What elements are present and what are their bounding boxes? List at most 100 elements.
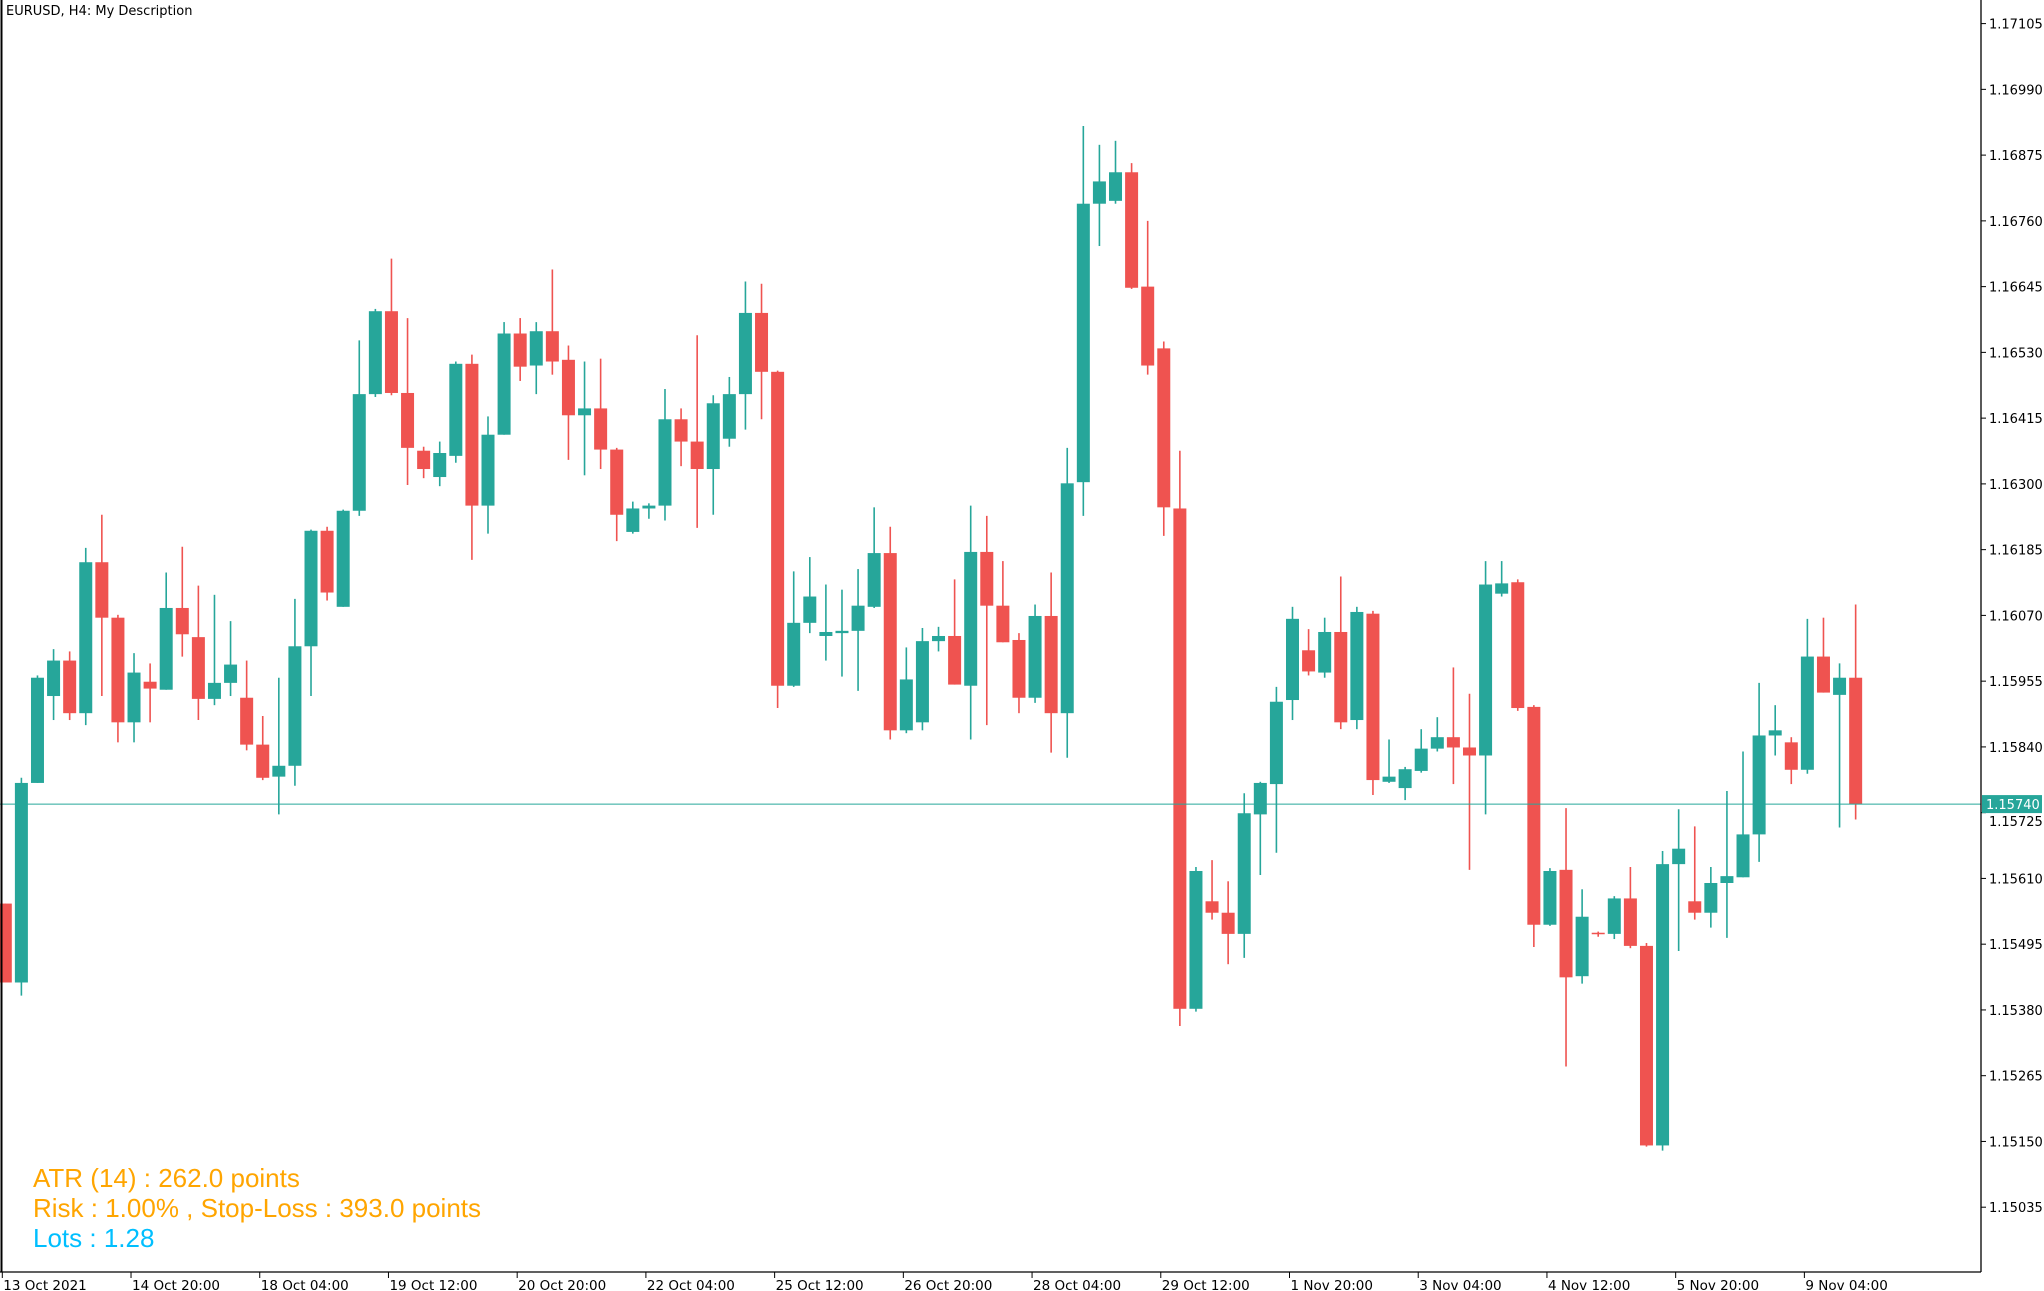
time-tick-label: 19 Oct 12:00 (389, 1278, 477, 1291)
candle (1125, 163, 1139, 289)
candle (722, 376, 736, 447)
candle (1253, 781, 1267, 875)
candle (1366, 610, 1380, 795)
candle (642, 503, 656, 519)
candle-body (674, 419, 688, 442)
candle (0, 903, 12, 983)
candle-body (771, 371, 785, 686)
candle-body (578, 408, 592, 416)
candle (304, 529, 318, 697)
time-tick-label: 22 Oct 04:00 (647, 1278, 735, 1291)
candle-body (1704, 882, 1718, 913)
candle-body (304, 530, 318, 647)
candle (980, 515, 994, 726)
price-tick-label: 1.15265 (1989, 1070, 2043, 1085)
candle (545, 269, 559, 375)
candle (481, 416, 495, 534)
candle-body (851, 605, 865, 631)
candle (690, 335, 704, 528)
candle-body (1816, 656, 1830, 693)
candle (1527, 705, 1541, 948)
candle-body (1060, 483, 1074, 714)
candle-body (352, 394, 366, 511)
candle-body (1366, 613, 1380, 781)
candle (352, 340, 366, 516)
candle-body (1784, 742, 1798, 770)
candle-body (996, 605, 1010, 643)
candle-body (465, 363, 479, 506)
candle-body (610, 449, 624, 515)
candle (1141, 220, 1155, 375)
candle-body (594, 408, 608, 450)
candle (1318, 617, 1332, 678)
candle-body (561, 359, 575, 416)
candle-body (1350, 611, 1364, 721)
candle (915, 627, 929, 731)
candle (867, 507, 881, 608)
candle-body (883, 553, 897, 731)
candle (1302, 629, 1316, 676)
time-tick-label: 1 Nov 20:00 (1291, 1278, 1373, 1291)
candle (127, 653, 141, 743)
price-tick-label: 1.17105 (1989, 18, 2043, 33)
candle-body (1591, 932, 1605, 935)
candle (1012, 633, 1026, 714)
time-tick-label: 25 Oct 12:00 (776, 1278, 864, 1291)
risk-stop-loss-label: Risk : 1.00% , Stop-Loss : 393.0 points (33, 1193, 482, 1223)
candle (851, 569, 865, 691)
candle (1028, 604, 1042, 703)
candle (610, 447, 624, 542)
candle (1800, 618, 1814, 774)
candle (1269, 686, 1283, 853)
candle (1237, 793, 1251, 958)
candle (1607, 896, 1621, 940)
candle (1543, 868, 1557, 926)
candle (111, 614, 125, 743)
candle (1720, 790, 1734, 938)
candle (513, 318, 527, 381)
candle (803, 557, 817, 634)
time-tick-label: 18 Oct 04:00 (261, 1278, 349, 1291)
candle (1430, 717, 1444, 752)
candle-body (1479, 584, 1493, 756)
candle-body (240, 697, 254, 745)
candle (449, 361, 463, 463)
price-tick-label: 1.15035 (1989, 1201, 2043, 1216)
candle (191, 585, 205, 721)
time-tick-label: 29 Oct 12:00 (1162, 1278, 1250, 1291)
candle (159, 572, 173, 690)
candle (1816, 617, 1830, 693)
candle-body (1639, 945, 1653, 1146)
candle (1446, 667, 1460, 785)
candle-body (481, 434, 495, 506)
price-axis[interactable]: 1.17105 1.16990 1.16875 1.16760 1.16645 1.165… (1981, 18, 2043, 1217)
candle (626, 501, 640, 534)
candle-body (755, 312, 769, 372)
candle-body (1012, 639, 1026, 698)
candle-body (1221, 912, 1235, 934)
candle-body (401, 392, 415, 448)
candle-body (722, 394, 736, 439)
price-tick-label: 1.16300 (1989, 478, 2043, 493)
candle (1784, 737, 1798, 785)
candle (1672, 809, 1686, 952)
candle-body (1141, 286, 1155, 366)
candle-body (529, 331, 543, 366)
time-tick-label: 3 Nov 04:00 (1419, 1278, 1501, 1291)
candle-body (964, 551, 978, 686)
price-tick-label: 1.15955 (1989, 675, 2043, 690)
candle (1849, 604, 1863, 820)
candle (1495, 561, 1509, 597)
candle (755, 283, 769, 420)
candle (1704, 866, 1718, 928)
time-axis[interactable]: 13 Oct 2021 14 Oct 20:00 18 Oct 04:00 19 Oc… (1, 1272, 1888, 1291)
price-tick-label: 1.15840 (1989, 741, 2043, 756)
candle (1736, 751, 1750, 878)
candle-body (272, 765, 286, 777)
candle-body (915, 641, 929, 723)
candle-body (948, 635, 962, 685)
candle-body (95, 562, 109, 618)
candle (1398, 766, 1412, 801)
candle (224, 621, 238, 697)
